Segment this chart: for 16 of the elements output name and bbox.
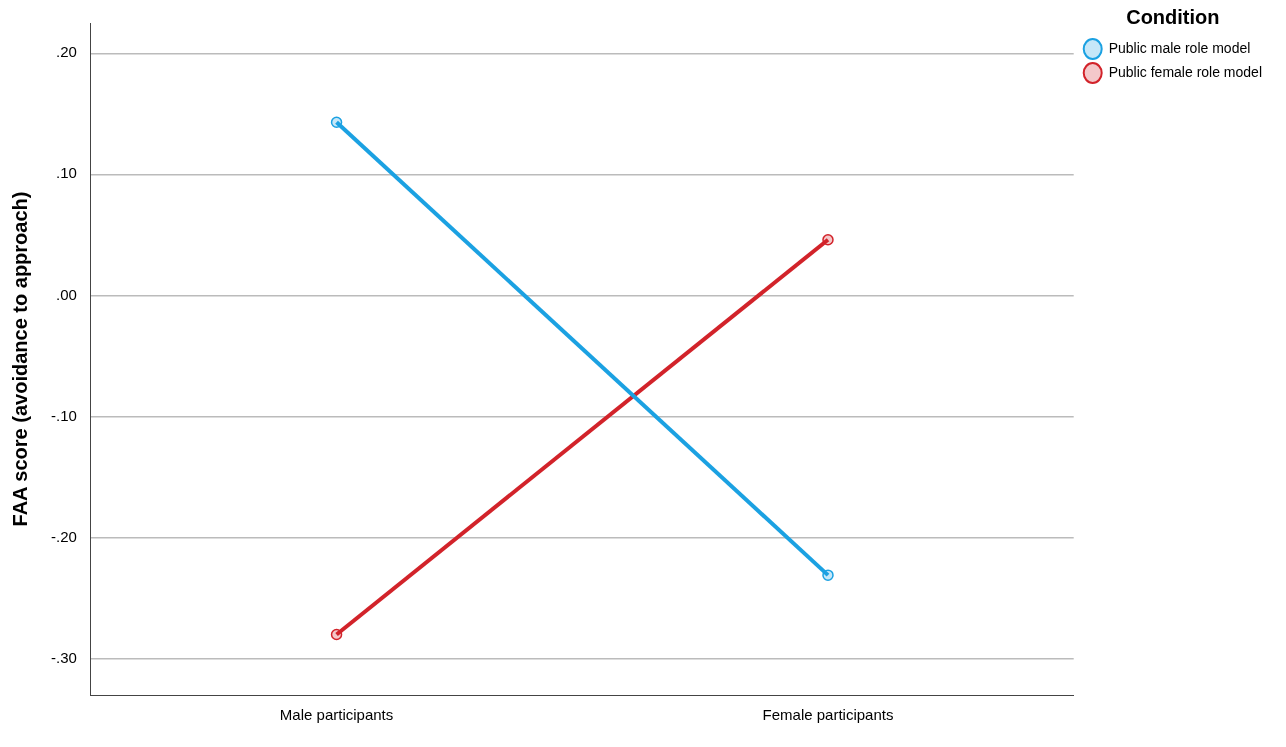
x-tick-label: Female participants [762, 706, 894, 724]
y-tick-label: -.10 [50, 406, 77, 424]
point [822, 233, 834, 246]
y-tick-label: -.20 [50, 527, 77, 545]
y-tick-label: .00 [55, 285, 77, 303]
y-axis-title: FAA score (avoidance to approach) [8, 191, 31, 527]
point [330, 628, 343, 641]
x-tick-label: Male participants [279, 706, 394, 724]
legend-label: Public female role model [1108, 63, 1262, 80]
point [330, 116, 343, 129]
point [822, 569, 834, 581]
y-tick-label: -.30 [50, 648, 77, 666]
legend-title: Condition [1126, 5, 1220, 28]
legend-label: Public male role model [1108, 39, 1251, 56]
y-tick-label: .10 [55, 164, 77, 182]
y-tick-label: .20 [55, 43, 77, 61]
